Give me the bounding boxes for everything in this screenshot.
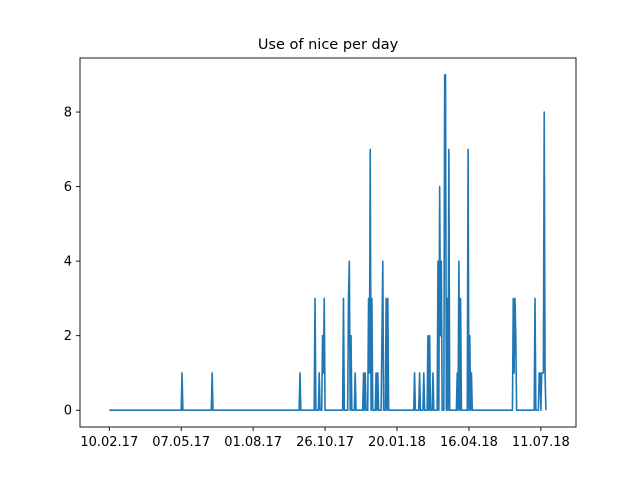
x-tick-label: 16.04.18 (440, 435, 498, 450)
y-tick-label: 6 (64, 180, 72, 195)
plot-data-layer (109, 73, 547, 412)
plot-area-frame (79, 57, 577, 428)
y-tick-label: 4 (64, 255, 72, 270)
x-tick-label: 07.05.17 (152, 435, 210, 450)
x-tick-label: 01.08.17 (224, 435, 282, 450)
x-tick-label: 11.07.18 (512, 435, 570, 450)
y-tick-label: 2 (64, 329, 72, 344)
x-tick-label: 26.10.17 (296, 435, 354, 450)
axes-layer: 10.02.17 07.05.17 01.08.17 26.10.17 20.01.18… (64, 57, 577, 450)
chart-title: Use of nice per day (258, 37, 399, 53)
y-tick-label: 0 (64, 404, 72, 419)
y-tick-label: 8 (64, 106, 72, 121)
x-tick-label: 20.01.18 (368, 435, 426, 450)
series-line-0 (109, 73, 547, 412)
x-tick-label: 10.02.17 (80, 435, 138, 450)
